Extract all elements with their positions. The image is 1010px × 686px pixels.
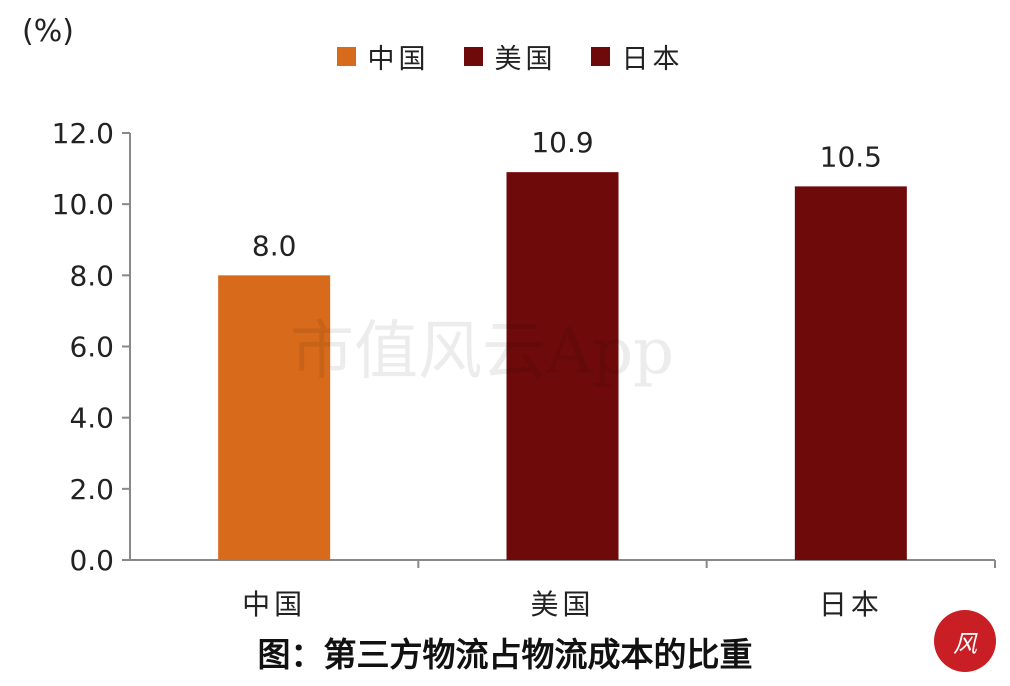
legend-label-usa: 美国 <box>494 43 557 75</box>
seal-logo: 风 <box>934 610 996 672</box>
legend-item-china: 中国 <box>336 37 430 76</box>
bar-2 <box>794 186 907 560</box>
y-tick-label: 4.0 <box>69 402 114 435</box>
x-category-label: 日本 <box>819 588 883 621</box>
x-category-label: 美国 <box>530 588 594 621</box>
x-category-label: 中国 <box>242 588 306 621</box>
legend-label-japan: 日本 <box>621 43 684 75</box>
y-tick-label: 6.0 <box>69 331 114 364</box>
y-tick-label: 0.0 <box>69 544 114 577</box>
watermark: 市值风云App <box>290 315 675 389</box>
data-label: 8.0 <box>252 229 297 262</box>
legend-swatch-japan <box>590 46 610 66</box>
data-label: 10.9 <box>531 126 593 159</box>
y-tick-label: 10.0 <box>52 188 114 221</box>
legend-swatch-china <box>336 46 356 66</box>
y-axis-unit-label: (%) <box>22 14 74 49</box>
bar-1 <box>506 172 619 560</box>
y-tick-label: 8.0 <box>69 259 114 292</box>
legend-item-usa: 美国 <box>463 37 557 76</box>
legend-swatch-usa <box>463 46 483 66</box>
chart-caption: 图：第三方物流占物流成本的比重 <box>257 635 753 674</box>
legend-item-japan: 日本 <box>590 37 684 76</box>
data-label: 10.5 <box>820 140 882 173</box>
chart-legend: 中国 美国 日本 <box>0 36 1010 76</box>
y-tick-label: 2.0 <box>69 473 114 506</box>
y-tick-label: 12.0 <box>52 117 114 150</box>
legend-label-china: 中国 <box>367 43 430 75</box>
bar-0 <box>218 275 331 560</box>
